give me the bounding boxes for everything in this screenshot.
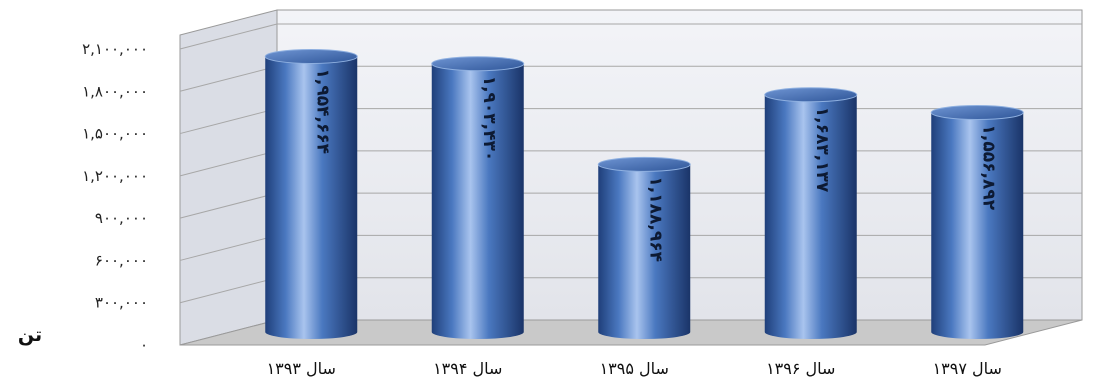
gridline-side	[179, 192, 278, 219]
bar-5: ۱,۵۵۶,۸۹۲	[930, 105, 1024, 339]
x-tick-label: سال ۱۳۹۷	[933, 359, 1002, 378]
x-tick-label: سال ۱۳۹۶	[766, 359, 835, 378]
gridline-side	[179, 108, 278, 135]
bar-1: ۱,۹۵۴,۶۶۴	[264, 48, 358, 340]
y-tick-label: ۲,۱۰۰,۰۰۰	[82, 40, 148, 58]
gridline-side	[179, 277, 278, 304]
bar-body	[265, 56, 358, 340]
data-label: ۱,۹۰۳,۴۳۰	[479, 76, 499, 162]
y-tick-label: ۱,۸۰۰,۰۰۰	[82, 82, 148, 100]
x-axis: سال ۱۳۹۳ سال ۱۳۹۴ سال ۱۳۹۵ سال ۱۳۹۶ سال ۱۳۹۷	[267, 359, 1002, 378]
bars: ۱,۹۵۴,۶۶۴ ۱,۹۰۳,۴۳۰ ۱,۱۸۸,۹۶۴ ۱,۶۸۳,۱۳۷ ۱,۵۵…	[264, 48, 1024, 340]
y-axis: ۰ ۳۰۰,۰۰۰ ۶۰۰,۰۰۰ ۹۰۰,۰۰۰ ۱,۲۰۰,۰۰۰ ۱,۵۰۰,۰۰۰…	[82, 40, 148, 354]
data-label: ۱,۶۸۳,۱۳۷	[812, 107, 832, 193]
y-tick-label: ۹۰۰,۰۰۰	[95, 209, 148, 227]
bar-top	[597, 156, 691, 172]
bar-body	[431, 63, 524, 340]
bar-body	[931, 112, 1024, 339]
bar-top	[764, 87, 858, 103]
bar-2: ۱,۹۰۳,۴۳۰	[431, 56, 525, 340]
y-axis-unit-label: تن	[18, 324, 42, 346]
bar-body	[764, 94, 857, 339]
data-label: ۱,۹۵۴,۶۶۴	[312, 68, 332, 154]
bar-3: ۱,۱۸۸,۹۶۴	[597, 156, 691, 339]
data-label: ۱,۵۵۶,۸۹۲	[978, 125, 998, 211]
gridline-side	[179, 23, 278, 50]
y-tick-label: ۱,۲۰۰,۰۰۰	[82, 167, 148, 185]
x-tick-label: سال ۱۳۹۵	[600, 359, 669, 378]
gridline-side	[179, 234, 278, 261]
bar-body	[598, 164, 691, 339]
y-tick-label: ۳۰۰,۰۰۰	[95, 294, 148, 312]
x-tick-label: سال ۱۳۹۳	[267, 359, 336, 378]
y-tick-label: ۱,۵۰۰,۰۰۰	[82, 125, 148, 143]
data-label: ۱,۱۸۸,۹۶۴	[645, 176, 665, 262]
side-wall	[179, 9, 278, 346]
bar-top	[930, 105, 1024, 121]
gridline-side	[179, 150, 278, 177]
bar-4: ۱,۶۸۳,۱۳۷	[764, 87, 858, 339]
bar-top	[264, 48, 358, 64]
y-tick-label: ۰	[140, 336, 148, 354]
gridline-side	[179, 65, 278, 92]
x-tick-label: سال ۱۳۹۴	[433, 359, 502, 378]
y-tick-label: ۶۰۰,۰۰۰	[95, 251, 148, 269]
bar-top	[431, 56, 525, 72]
